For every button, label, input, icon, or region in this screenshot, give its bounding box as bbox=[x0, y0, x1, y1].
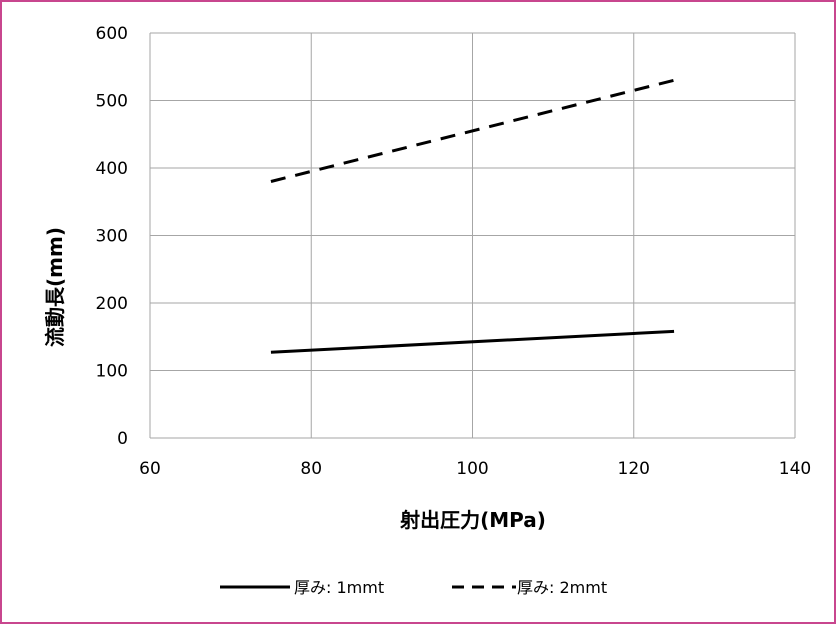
x-tick-label: 120 bbox=[618, 459, 650, 479]
y-axis-title: 流動長(mm) bbox=[43, 227, 67, 347]
legend-label-1: 厚み: 1mmt bbox=[294, 578, 384, 597]
y-tick-label: 100 bbox=[96, 362, 128, 382]
x-tick-label: 100 bbox=[456, 459, 488, 479]
x-tick-label: 80 bbox=[300, 459, 322, 479]
series-lines bbox=[270, 78, 675, 354]
y-tick-label: 500 bbox=[96, 92, 128, 112]
x-tick-label: 140 bbox=[779, 459, 811, 479]
y-tick-label: 0 bbox=[117, 429, 128, 449]
y-tick-label: 600 bbox=[96, 24, 128, 44]
series-line-2 bbox=[270, 78, 675, 183]
y-tick-label: 200 bbox=[96, 294, 128, 314]
tick-labels: 0 100 200 300 400 500 600 60 80 100 120 140 bbox=[96, 24, 812, 479]
y-tick-label: 400 bbox=[96, 159, 128, 179]
x-tick-label: 60 bbox=[139, 459, 161, 479]
legend: 厚み: 1mmt 厚み: 2mmt bbox=[220, 578, 607, 597]
legend-label-2: 厚み: 2mmt bbox=[517, 578, 607, 597]
x-axis-title: 射出圧力(MPa) bbox=[399, 508, 546, 532]
grid bbox=[149, 32, 796, 439]
y-tick-label: 300 bbox=[96, 227, 128, 247]
series-line-1 bbox=[270, 329, 675, 354]
